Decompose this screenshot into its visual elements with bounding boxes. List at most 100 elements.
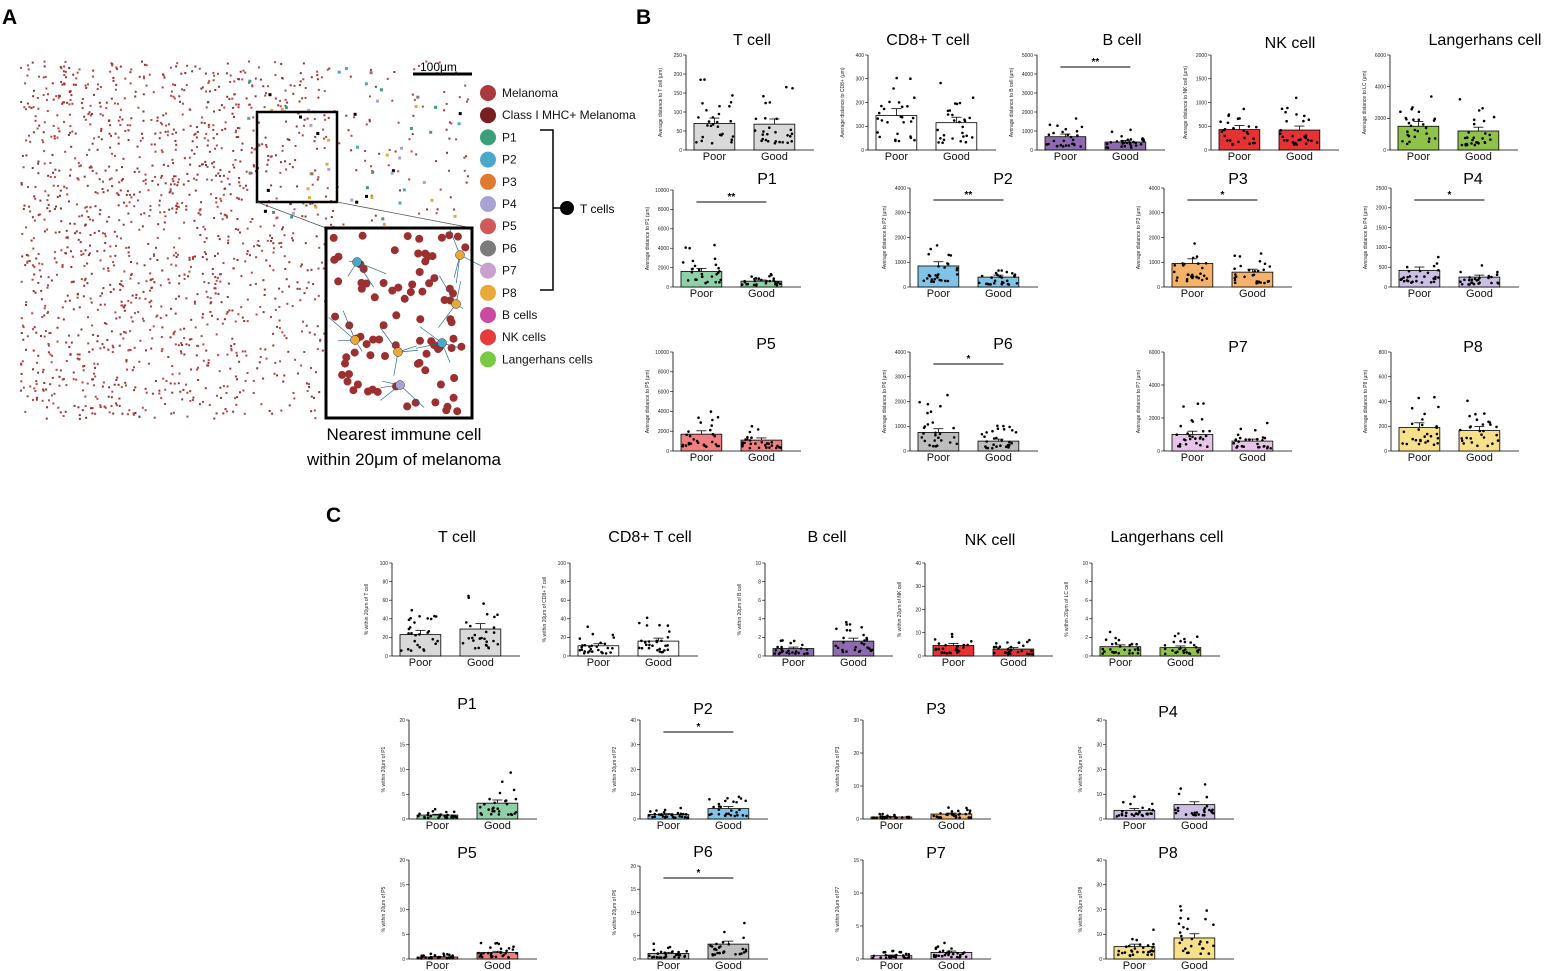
cell-dot <box>63 65 66 68</box>
cell-dot <box>169 183 172 186</box>
cell-dot <box>202 343 205 346</box>
cell-dot <box>245 170 248 173</box>
data-point <box>937 265 940 268</box>
data-point <box>1424 441 1427 444</box>
cell-dot <box>110 177 113 180</box>
cell-dot <box>288 261 291 264</box>
data-point <box>1205 795 1209 799</box>
cell-dot <box>217 172 220 175</box>
data-point <box>951 952 955 956</box>
cell-dot <box>160 174 163 177</box>
zoom-melanoma-cell <box>453 232 462 241</box>
cell-dot <box>178 237 181 240</box>
data-point <box>1062 139 1066 143</box>
cell-dot <box>162 114 165 117</box>
cell-dot <box>145 391 148 394</box>
data-point <box>1256 442 1259 446</box>
data-point <box>868 647 871 650</box>
data-point <box>890 955 893 959</box>
y-tick-label: 0 <box>1099 957 1102 963</box>
cell-dot <box>203 241 206 243</box>
legend-label: NK cells <box>502 330 546 344</box>
data-point <box>485 640 489 643</box>
cell-dot <box>185 383 187 386</box>
cell-dot <box>291 166 294 169</box>
cell-dot <box>64 60 67 63</box>
data-point <box>1468 414 1471 418</box>
cell-dot <box>202 359 205 362</box>
zoom-melanoma-cell <box>461 243 470 252</box>
cell-dot <box>169 188 172 191</box>
cell-dot <box>90 272 93 275</box>
data-point <box>1408 140 1411 144</box>
cell-dot <box>32 95 35 98</box>
cell-dot <box>25 301 28 304</box>
cell-dot <box>79 241 82 244</box>
zoom-melanoma-cell <box>388 286 397 295</box>
data-point <box>1152 942 1155 946</box>
data-point <box>788 652 791 655</box>
cell-dot <box>138 156 141 159</box>
cell-dot <box>289 84 292 87</box>
cell-dot <box>87 216 90 218</box>
data-point <box>1179 787 1182 790</box>
cell-dot <box>40 298 43 301</box>
cell-dot <box>199 234 202 236</box>
cell-dot <box>465 181 468 184</box>
cell-dot <box>316 147 319 150</box>
data-point <box>485 644 488 647</box>
cell-dot <box>172 254 175 257</box>
cell-dot <box>125 384 127 387</box>
cell-dot <box>317 88 320 91</box>
data-point <box>681 261 685 264</box>
significance-label: * <box>966 354 970 365</box>
data-point <box>948 441 952 444</box>
cell-dot <box>174 140 177 142</box>
cell-dot <box>161 123 164 126</box>
category-label: Poor <box>1408 288 1432 300</box>
cell-dot <box>144 178 147 181</box>
cell-dot <box>222 412 225 415</box>
data-point <box>473 647 477 650</box>
legend-label: P5 <box>502 219 517 233</box>
data-point <box>606 646 610 650</box>
cell-dot <box>214 147 216 150</box>
cell-dot <box>207 101 210 103</box>
cell-dot <box>154 150 157 153</box>
cell-dot <box>28 260 31 262</box>
data-point <box>942 138 946 142</box>
cell-dot <box>174 84 177 87</box>
cell-dot <box>42 131 45 134</box>
cell-dot <box>51 154 54 156</box>
y-tick-label: 0 <box>402 817 405 823</box>
cell-dot <box>251 147 253 149</box>
y-tick-label: 4 <box>758 617 761 623</box>
cell-dot <box>23 204 26 207</box>
data-point <box>1304 142 1308 145</box>
data-point <box>1423 275 1426 278</box>
immune-cell-dot <box>280 107 284 111</box>
data-point <box>848 623 852 626</box>
legend-swatch <box>480 151 496 168</box>
data-point <box>1201 813 1205 817</box>
immune-cell-dot <box>402 188 406 192</box>
cell-dot <box>74 132 77 135</box>
cell-dot <box>279 171 282 174</box>
cell-dot <box>215 197 218 200</box>
cell-dot <box>65 187 68 190</box>
cell-dot <box>219 386 222 389</box>
data-point <box>679 806 682 810</box>
cell-dot <box>201 316 204 319</box>
cell-dot <box>155 246 157 249</box>
data-point <box>931 421 935 424</box>
data-point <box>1236 433 1240 437</box>
cell-dot <box>33 273 36 276</box>
cell-dot <box>99 406 102 409</box>
data-point <box>1429 281 1433 284</box>
cell-dot <box>164 130 167 133</box>
immune-cell-dot <box>291 211 295 215</box>
cell-dot <box>264 136 267 139</box>
cell-dot <box>21 360 24 363</box>
y-tick-label: 4000 <box>1149 186 1160 192</box>
cell-dot <box>178 372 181 375</box>
